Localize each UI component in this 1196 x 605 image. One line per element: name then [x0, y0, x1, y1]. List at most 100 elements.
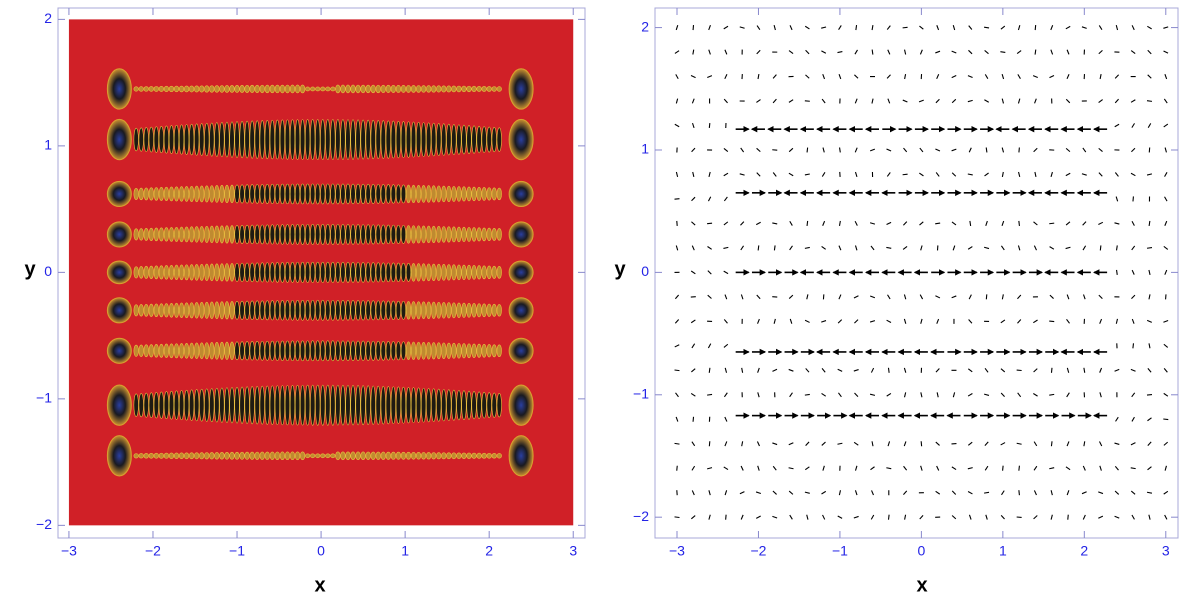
vector-arrow — [740, 465, 744, 471]
vector-arrow — [675, 25, 679, 31]
vector-arrow — [1017, 171, 1021, 178]
contour — [178, 302, 185, 318]
contour — [284, 119, 291, 160]
vector-arrow — [951, 98, 957, 104]
contour — [244, 451, 250, 460]
vector-arrow — [724, 74, 728, 80]
vector-arrow — [936, 465, 940, 471]
contour — [400, 225, 407, 244]
vector-arrow — [1098, 294, 1103, 300]
x-tick-label: 1 — [401, 543, 409, 559]
vector-arrow — [1066, 367, 1070, 373]
vector-arrow — [968, 49, 973, 55]
contour — [178, 226, 185, 243]
contour — [335, 261, 341, 283]
contour — [239, 451, 245, 460]
vector-arrow — [1164, 465, 1167, 471]
contour — [168, 452, 175, 459]
contour — [163, 85, 170, 92]
vector-arrow — [871, 98, 874, 104]
vector-arrow — [691, 147, 696, 153]
vector-arrow — [1098, 491, 1104, 495]
vector-arrow — [674, 319, 680, 324]
vector-arrow — [821, 441, 826, 446]
contour — [390, 386, 396, 425]
contour — [269, 262, 275, 283]
contour — [436, 263, 442, 281]
contour — [330, 119, 336, 160]
vector-arrow — [1147, 25, 1152, 30]
vector-arrow — [1001, 294, 1004, 300]
contour — [390, 262, 396, 283]
contour — [385, 300, 391, 321]
contour — [466, 264, 472, 280]
vector-arrow — [951, 490, 957, 495]
vector-arrow — [919, 147, 924, 153]
contour — [446, 452, 452, 460]
contour — [426, 85, 432, 93]
contour — [390, 341, 396, 361]
vector-arrow — [757, 465, 760, 471]
vector-arrow — [984, 50, 989, 55]
contour — [461, 452, 467, 459]
contour-blob — [508, 435, 534, 477]
vector-arrow — [1049, 74, 1055, 79]
contour — [400, 85, 407, 93]
vector-arrow — [822, 220, 826, 226]
contour — [486, 227, 492, 242]
vector-arrow — [1146, 491, 1153, 494]
contour — [466, 452, 472, 459]
vector-arrow — [854, 49, 858, 55]
contour — [249, 386, 255, 425]
vector-arrow — [904, 73, 907, 80]
contour — [138, 266, 144, 279]
x-tick-label: 3 — [569, 543, 577, 559]
vector-arrow — [674, 344, 680, 348]
contour — [168, 303, 175, 318]
vector-arrow — [708, 514, 711, 520]
vector-arrow — [756, 49, 761, 55]
contour — [199, 263, 205, 281]
contour — [451, 264, 457, 281]
contour — [405, 301, 412, 320]
vector-arrow — [1050, 367, 1053, 373]
contour — [456, 186, 462, 202]
vector-arrow — [755, 221, 761, 226]
vector-arrow — [1114, 222, 1120, 225]
contour — [375, 120, 381, 160]
vector-arrow — [887, 367, 890, 373]
vector-arrow — [1147, 123, 1152, 128]
contour — [189, 264, 195, 281]
contour — [461, 186, 467, 202]
contour — [380, 341, 386, 361]
contour — [204, 263, 210, 281]
contour — [183, 264, 190, 281]
vector-arrow — [920, 465, 923, 471]
vector-arrow — [788, 172, 794, 177]
contour — [375, 224, 381, 245]
vector-arrow — [1114, 98, 1119, 104]
contour — [476, 227, 482, 242]
contour — [481, 343, 487, 358]
vector-arrow — [707, 393, 713, 396]
contour — [249, 224, 255, 245]
contour — [229, 85, 235, 93]
vector-arrow — [1131, 147, 1136, 153]
contour — [138, 86, 144, 92]
contour — [491, 187, 497, 201]
vector-arrow — [821, 490, 827, 495]
contour — [345, 183, 351, 205]
vector-arrow — [1065, 25, 1071, 30]
contour — [199, 452, 205, 460]
contour — [133, 86, 139, 92]
vector-arrow — [1049, 294, 1054, 299]
vector-arrow — [1130, 368, 1136, 372]
vector-arrow — [821, 172, 826, 177]
vector-arrow — [984, 367, 989, 373]
contour — [189, 342, 195, 359]
vector-arrow — [724, 49, 728, 55]
vector-arrow — [756, 25, 761, 30]
vector-arrow — [936, 74, 940, 80]
x-tick-label: −2 — [145, 543, 161, 559]
contour — [486, 86, 492, 92]
